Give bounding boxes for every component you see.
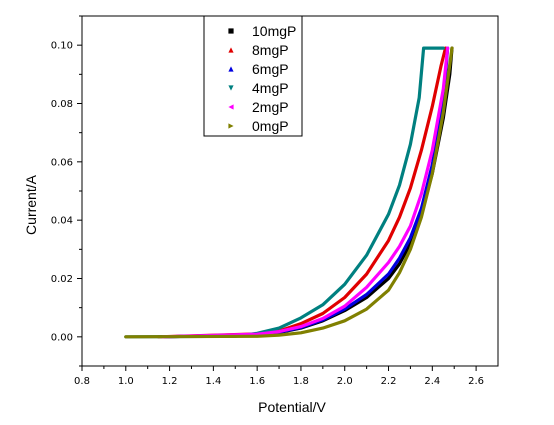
y-axis-title: Current/A (23, 174, 39, 235)
x-tick-label: 2.4 (424, 376, 440, 387)
legend-marker-4mgP (228, 85, 234, 91)
x-tick-label: 1.4 (205, 376, 221, 387)
y-tick-label: 0.08 (51, 99, 73, 110)
x-tick-label: 2.2 (381, 376, 397, 387)
x-tick-label: 0.8 (74, 376, 90, 387)
x-tick-label: 1.8 (293, 376, 309, 387)
legend-marker-2mgP (228, 104, 234, 110)
y-tick-label: 0.10 (51, 41, 73, 52)
legend-label: 2mgP (252, 99, 289, 115)
series-line-2mgP (161, 46, 450, 339)
x-tick-label: 2.6 (468, 376, 484, 387)
x-tick-label: 1.2 (162, 376, 178, 387)
legend-label: 4mgP (252, 80, 289, 96)
legend-marker-8mgP (228, 47, 234, 53)
legend-marker-10mgP (228, 28, 234, 34)
legend-label: 0mgP (252, 118, 289, 134)
y-tick-label: 0.04 (51, 216, 73, 227)
legend-label: 10mgP (252, 23, 296, 39)
series-line-0mgP (124, 46, 454, 339)
legend-marker-0mgP (228, 123, 234, 129)
legend-box (203, 15, 303, 137)
legend-label: 8mgP (252, 42, 289, 58)
y-axis-ticks: 0.00 0.02 0.04 0.06 0.08 0.10 (51, 15, 82, 367)
y-tick-label: 0.06 (51, 157, 73, 168)
x-tick-label: 1.6 (249, 376, 265, 387)
x-axis-title: Potential/V (258, 399, 326, 415)
x-tick-label: 2.0 (337, 376, 353, 387)
legend-marker-6mgP (228, 66, 234, 72)
y-tick-label: 0.02 (51, 274, 73, 285)
y-tick-label: 0.00 (51, 332, 73, 343)
legend: 10mgP 8mgP 6mgP 4mgP 2mgP 0mgP (203, 15, 303, 137)
series-layer (124, 46, 454, 339)
legend-label: 6mgP (252, 61, 289, 77)
x-axis-ticks: 0.8 1.0 1.2 1.4 1.6 1.8 2.0 2.2 2.4 2.6 (74, 366, 484, 387)
x-tick-label: 1.0 (118, 376, 134, 387)
